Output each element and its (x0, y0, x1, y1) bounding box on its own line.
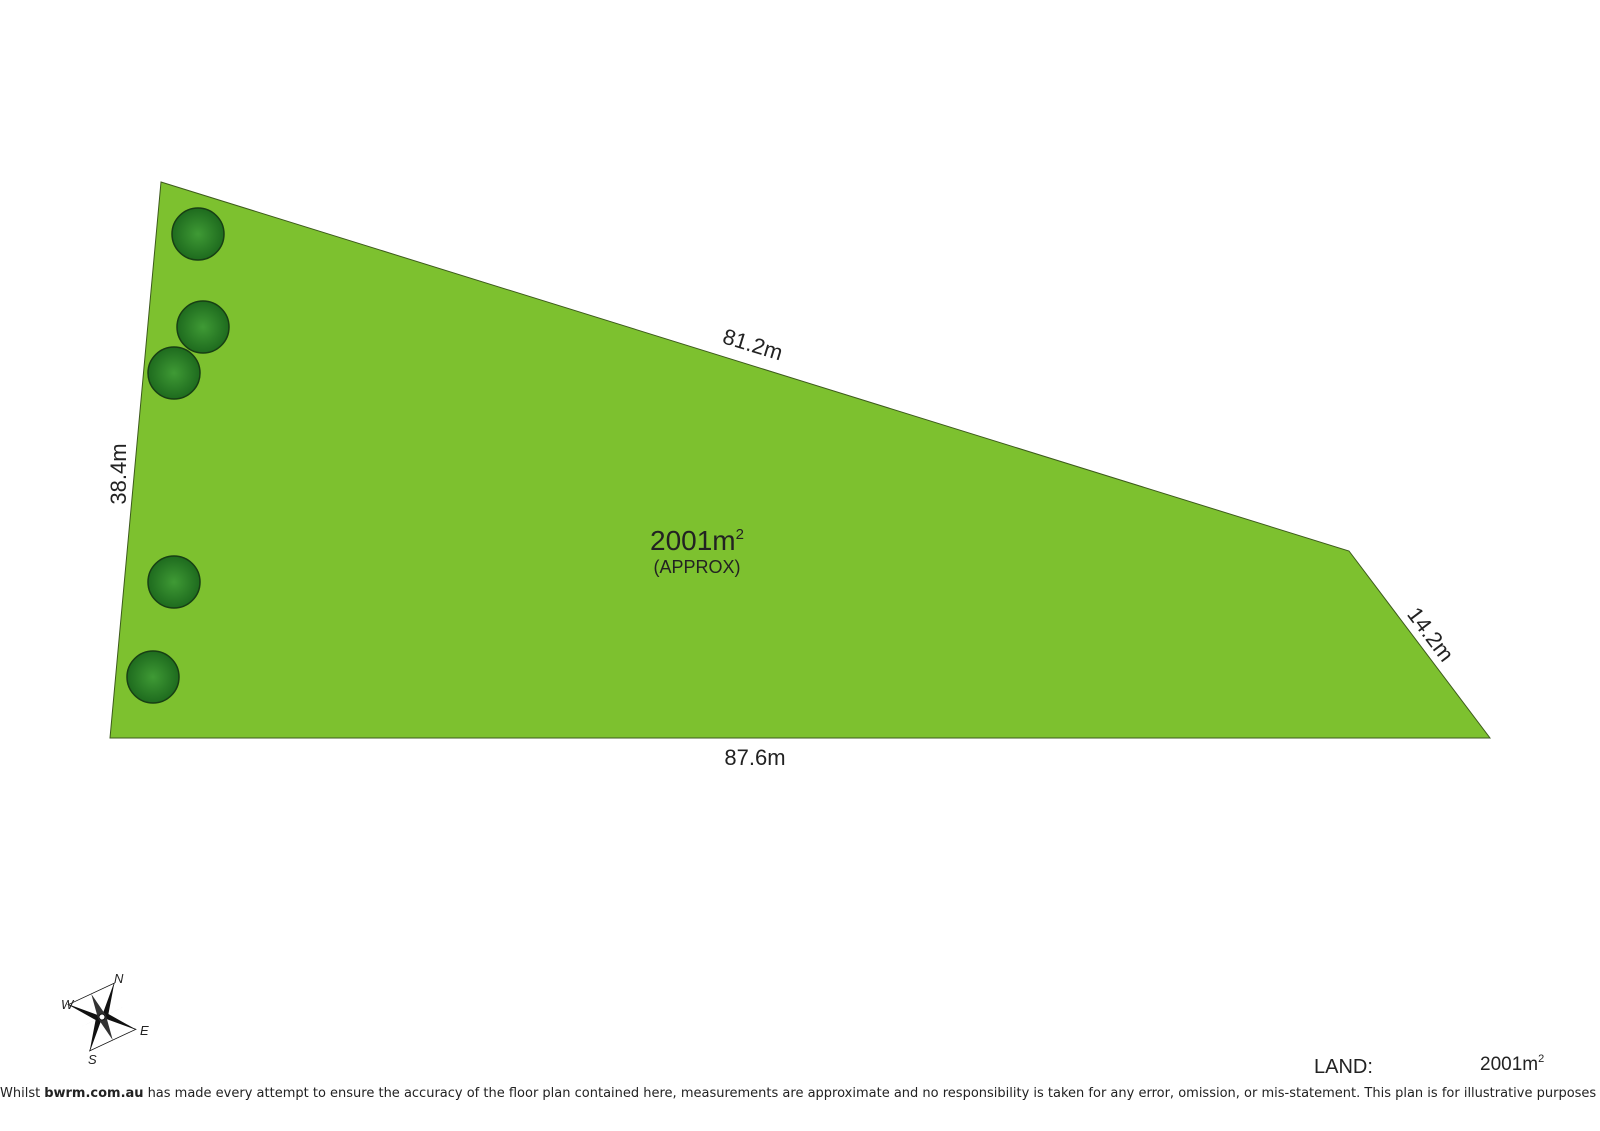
disclaimer: Whilst bwrm.com.au has made every attempt … (0, 1086, 1600, 1101)
compass-w: W (61, 997, 75, 1012)
compass-e: E (140, 1023, 149, 1038)
disclaimer-before: Whilst (0, 1086, 41, 1101)
tree (176, 300, 230, 354)
land-value-text: 2001m (1480, 1054, 1538, 1075)
disclaimer-site: bwrm.com.au (44, 1086, 144, 1101)
land-value: 2001m2 (1480, 1053, 1544, 1075)
trees (126, 207, 230, 704)
compass (67, 982, 137, 1052)
land-label: LAND: (1314, 1056, 1373, 1078)
area-note: (APPROX) (653, 557, 740, 577)
dimension-left: 38.4m (106, 443, 131, 504)
dimension-bottom: 87.6m (724, 745, 785, 770)
tree (171, 207, 225, 261)
tree (147, 346, 201, 400)
disclaimer-after: has made every attempt to ensure the acc… (147, 1086, 1600, 1101)
compass-n: N (114, 971, 124, 986)
compass-s: S (88, 1052, 97, 1067)
area-sup: 2 (736, 526, 744, 543)
tree (147, 555, 201, 609)
land-sup: 2 (1538, 1053, 1544, 1065)
tree (126, 650, 180, 704)
lot (109, 181, 1492, 739)
area-value: 2001m (650, 525, 736, 556)
compass-labels: N W E S (61, 971, 149, 1067)
area: 2001m2 (650, 525, 744, 556)
